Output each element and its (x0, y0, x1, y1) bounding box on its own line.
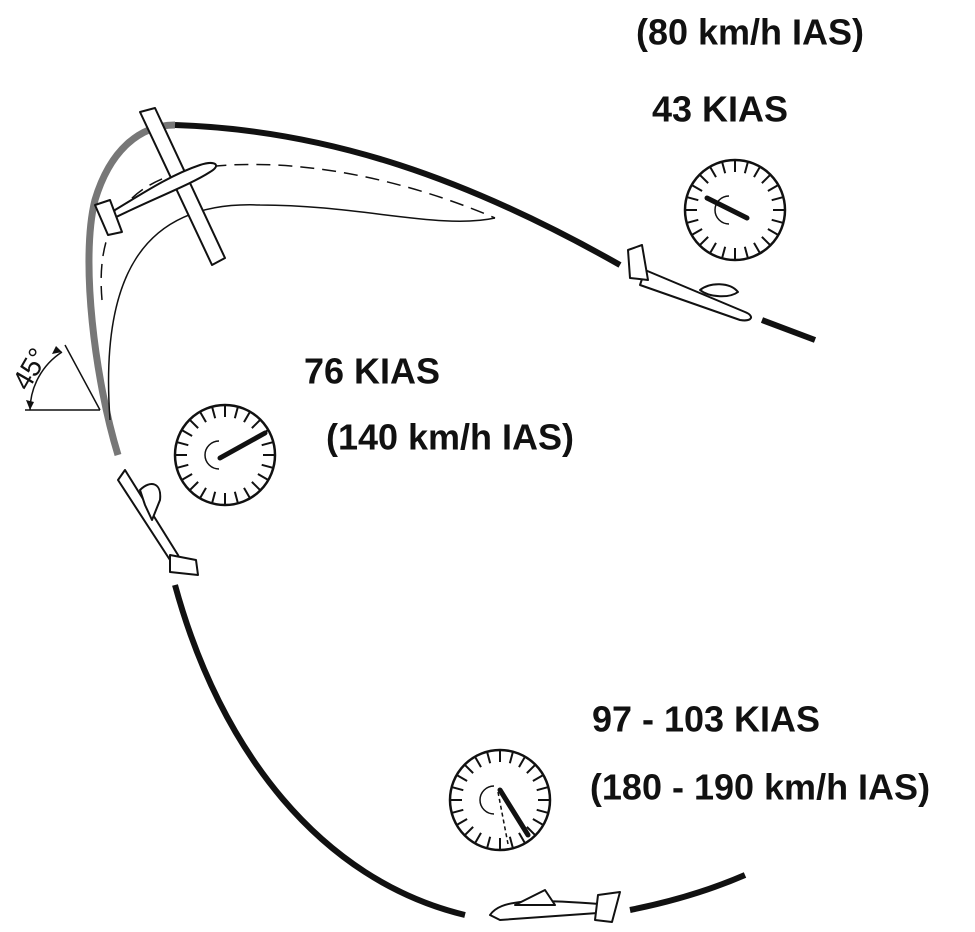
metric-speed: (140 km/h IAS) (326, 417, 574, 458)
airspeed-gauge (683, 158, 787, 262)
metric-speed: (80 km/h IAS) (636, 12, 864, 53)
path-recover (629, 872, 747, 913)
speed: 43 KIAS (652, 89, 788, 130)
glider-bottom (489, 889, 621, 923)
speed: 97 - 103 KIAS (592, 699, 820, 740)
path-top (174, 122, 622, 268)
angle-marker (25, 344, 101, 411)
path-dive (172, 584, 466, 918)
speed: 76 KIAS (304, 351, 440, 392)
glider-pullup (117, 469, 199, 576)
glider-top (94, 107, 226, 266)
path-exit (760, 317, 817, 343)
path-pullup (85, 121, 176, 457)
airspeed-gauge (173, 403, 277, 507)
path-top-lower (107, 204, 496, 421)
angle-label: 45° (6, 343, 54, 395)
glider-exit (627, 244, 752, 322)
airspeed-gauge (448, 748, 552, 852)
metric-speed: (180 - 190 km/h IAS) (590, 767, 930, 808)
